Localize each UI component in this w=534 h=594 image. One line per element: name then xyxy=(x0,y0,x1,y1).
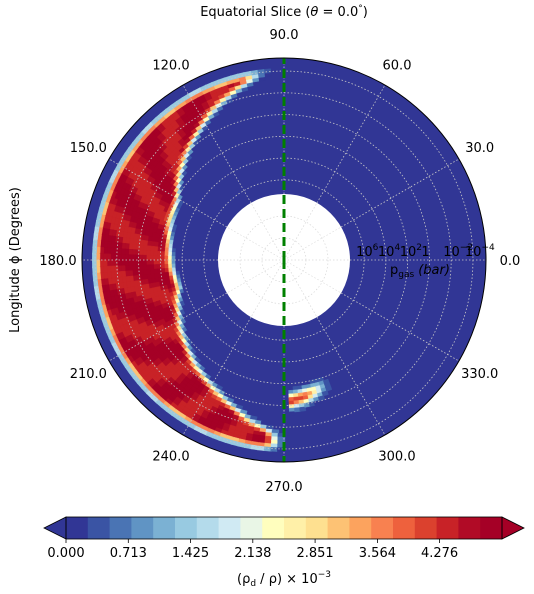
angular-grid-line-inner xyxy=(283,226,342,261)
angular-tick-label: 210.0 xyxy=(70,367,107,382)
density-field xyxy=(92,68,333,452)
angular-axis-label: Longitude ϕ (Degrees) xyxy=(8,187,23,333)
radial-tick-label: 102 xyxy=(400,243,422,260)
angular-tick-label: 300.0 xyxy=(378,450,415,465)
angular-grid-line xyxy=(340,292,460,362)
angular-tick-label: 330.0 xyxy=(461,367,498,382)
field-cell xyxy=(325,385,333,392)
angular-tick-labels: 0.0 30.0 60.0 90.0 120.0 150.0 180.0 210.0 240.0… xyxy=(39,28,520,495)
angular-grid-line xyxy=(182,316,252,436)
angular-tick-label: 180.0 xyxy=(39,254,76,269)
angular-grid-line xyxy=(108,292,228,362)
colorbar-segment xyxy=(436,517,459,539)
colorbar-segment xyxy=(109,517,132,539)
colorbar-segment xyxy=(218,517,241,539)
colorbar-segment xyxy=(153,517,176,539)
colorbar-segment xyxy=(349,517,372,539)
colorbar-segment xyxy=(371,517,394,539)
colorbar-segment xyxy=(66,517,89,539)
colorbar-segment xyxy=(305,517,329,539)
colorbar-tick-label: 2.851 xyxy=(296,546,333,561)
angular-grid-line-inner xyxy=(283,259,318,318)
colorbar-segment xyxy=(131,517,154,539)
radial-grid-circle xyxy=(116,92,452,428)
colorbar-tick-label: 3.564 xyxy=(359,546,396,561)
angular-grid-line xyxy=(316,84,386,204)
polar-outline xyxy=(81,57,487,463)
colorbar-max-extension xyxy=(501,516,525,540)
radial-tick-label: 106 xyxy=(356,243,379,260)
colorbar-segment xyxy=(458,517,481,539)
radial-axis-label: pgas (bar) xyxy=(390,263,450,280)
angular-grid-line-inner xyxy=(283,259,342,294)
colorbar xyxy=(43,516,525,540)
colorbar-tick-label: 4.276 xyxy=(421,546,458,561)
colorbar-segment xyxy=(414,517,438,539)
colorbar-frame xyxy=(65,516,503,540)
colorbar-tick-label: 1.425 xyxy=(172,546,209,561)
colorbar-tick-label: 2.138 xyxy=(234,546,271,561)
radial-grid-circle xyxy=(159,135,409,385)
radial-tick-labels: 106 104 102 1 10−210−4 xyxy=(356,243,495,260)
colorbar-tick-label: 0.000 xyxy=(47,546,84,561)
colorbar-segment xyxy=(284,517,307,539)
field-cell xyxy=(289,411,296,417)
radial-tick-label: 10−2 xyxy=(443,243,473,260)
colorbar-tick-label: 0.713 xyxy=(110,546,147,561)
angular-grid-line-inner xyxy=(226,226,285,261)
field-cell xyxy=(321,390,329,397)
colorbar-min-extension xyxy=(43,516,67,540)
colorbar-tick-labels: 0.000 0.713 1.425 2.138 2.851 3.564 4.276 xyxy=(47,539,458,561)
angular-grid-line-inner xyxy=(226,259,285,294)
angular-tick-label: 120.0 xyxy=(152,58,189,73)
angular-grid-line-inner xyxy=(250,259,285,318)
angular-grid-line xyxy=(108,158,228,228)
colorbar-segment xyxy=(196,517,220,539)
field-cell xyxy=(299,406,307,412)
colorbar-label: (ρd / ρ) × 10−3 xyxy=(237,570,331,589)
radial-tick-label: 1 xyxy=(421,245,429,260)
radial-tick-label: 10−4 xyxy=(465,243,495,260)
angular-grid-line-inner xyxy=(283,202,318,261)
colorbar-segment xyxy=(87,517,111,539)
angular-grid-line xyxy=(182,84,252,204)
chart-title: Equatorial Slice (θ = 0.0°) xyxy=(200,4,368,20)
angular-grid-line xyxy=(340,158,460,228)
angular-grid-line xyxy=(316,316,386,436)
angular-tick-label: 60.0 xyxy=(383,58,412,73)
angular-tick-label: 270.0 xyxy=(265,480,302,495)
polar-plot: 0.0 30.0 60.0 90.0 120.0 150.0 180.0 210.0 240.0… xyxy=(39,28,520,495)
colorbar-segment xyxy=(327,517,350,539)
colorbar-segment xyxy=(480,517,503,539)
inner-grid-circle xyxy=(261,237,307,283)
angular-tick-label: 0.0 xyxy=(500,254,521,269)
colorbar-segment xyxy=(262,517,285,539)
colorbar-segment xyxy=(240,517,263,539)
colorbar-segment xyxy=(175,517,198,539)
colorbar-segment xyxy=(393,517,416,539)
radial-tick-label: 104 xyxy=(378,243,401,260)
angular-grid-line-inner xyxy=(250,202,285,261)
angular-tick-label: 240.0 xyxy=(152,450,189,465)
angular-tick-label: 30.0 xyxy=(465,141,494,156)
angular-tick-label: 150.0 xyxy=(70,141,107,156)
angular-tick-label: 90.0 xyxy=(270,28,299,43)
